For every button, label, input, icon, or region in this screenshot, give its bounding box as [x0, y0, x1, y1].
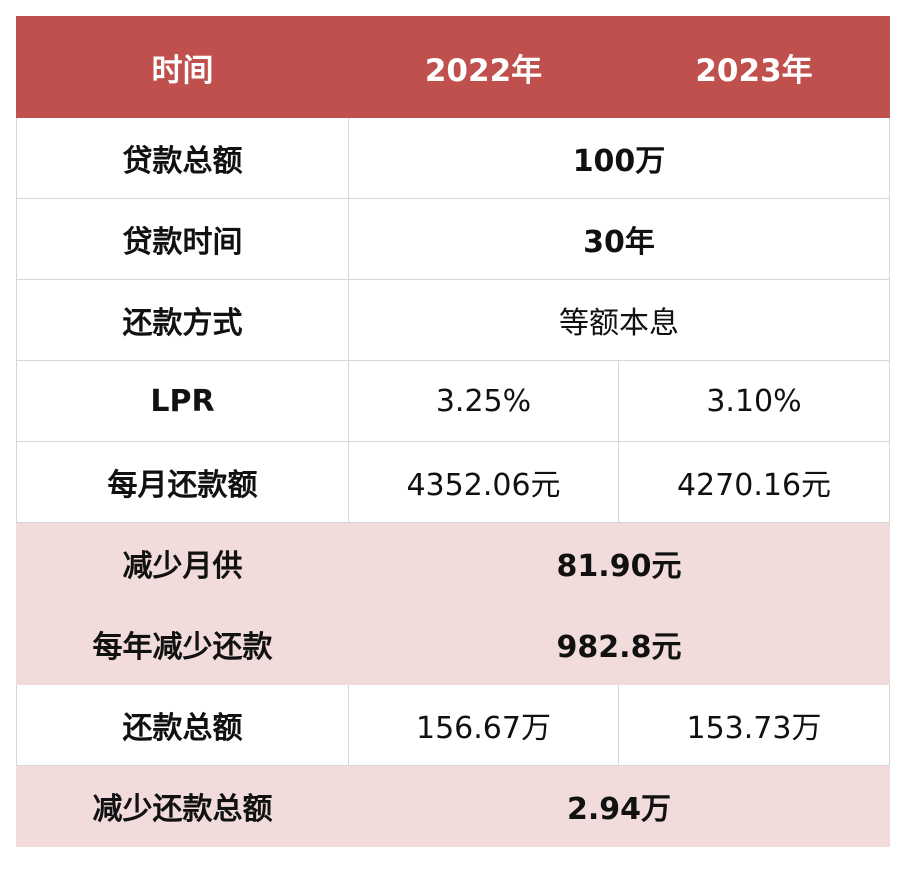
monthly-reduction-label: 减少月供 — [16, 522, 349, 604]
row-total-repayment: 还款总额 156.67万 153.73万 — [16, 684, 890, 766]
total-repayment-2022-value: 156.67万 — [348, 684, 619, 766]
header-2023-cell: 2023年 — [618, 16, 890, 118]
lpr-2022-value: 3.25% — [348, 360, 619, 442]
lpr-label: LPR — [16, 360, 349, 442]
loan-term-value: 30年 — [348, 198, 890, 280]
row-loan-term: 贷款时间 30年 — [16, 198, 890, 280]
monthly-payment-label: 每月还款额 — [16, 441, 349, 523]
repay-method-value: 等额本息 — [348, 279, 890, 361]
loan-total-label: 贷款总额 — [16, 117, 349, 199]
table-header-row: 时间 2022年 2023年 — [16, 16, 890, 118]
yearly-reduction-value: 982.8元 — [348, 603, 890, 685]
monthly-payment-2023-value: 4270.16元 — [618, 441, 890, 523]
loan-term-label: 贷款时间 — [16, 198, 349, 280]
header-2022-cell: 2022年 — [348, 16, 619, 118]
total-repayment-2023-value: 153.73万 — [618, 684, 890, 766]
row-monthly-payment: 每月还款额 4352.06元 4270.16元 — [16, 441, 890, 523]
row-loan-total: 贷款总额 100万 — [16, 117, 890, 199]
monthly-payment-2022-value: 4352.06元 — [348, 441, 619, 523]
total-repayment-label: 还款总额 — [16, 684, 349, 766]
loan-total-value: 100万 — [348, 117, 890, 199]
lpr-2023-value: 3.10% — [618, 360, 890, 442]
row-repay-method: 还款方式 等额本息 — [16, 279, 890, 361]
mortgage-comparison-table: 时间 2022年 2023年 贷款总额 100万 贷款时间 30年 还款方式 等… — [16, 16, 890, 847]
repay-method-label: 还款方式 — [16, 279, 349, 361]
yearly-reduction-label: 每年减少还款 — [16, 603, 349, 685]
row-yearly-reduction: 每年减少还款 982.8元 — [16, 603, 890, 685]
row-total-reduction: 减少还款总额 2.94万 — [16, 765, 890, 847]
header-time-cell: 时间 — [16, 16, 349, 118]
row-lpr: LPR 3.25% 3.10% — [16, 360, 890, 442]
total-reduction-label: 减少还款总额 — [16, 765, 349, 847]
total-reduction-value: 2.94万 — [348, 765, 890, 847]
row-monthly-reduction: 减少月供 81.90元 — [16, 522, 890, 604]
monthly-reduction-value: 81.90元 — [348, 522, 890, 604]
